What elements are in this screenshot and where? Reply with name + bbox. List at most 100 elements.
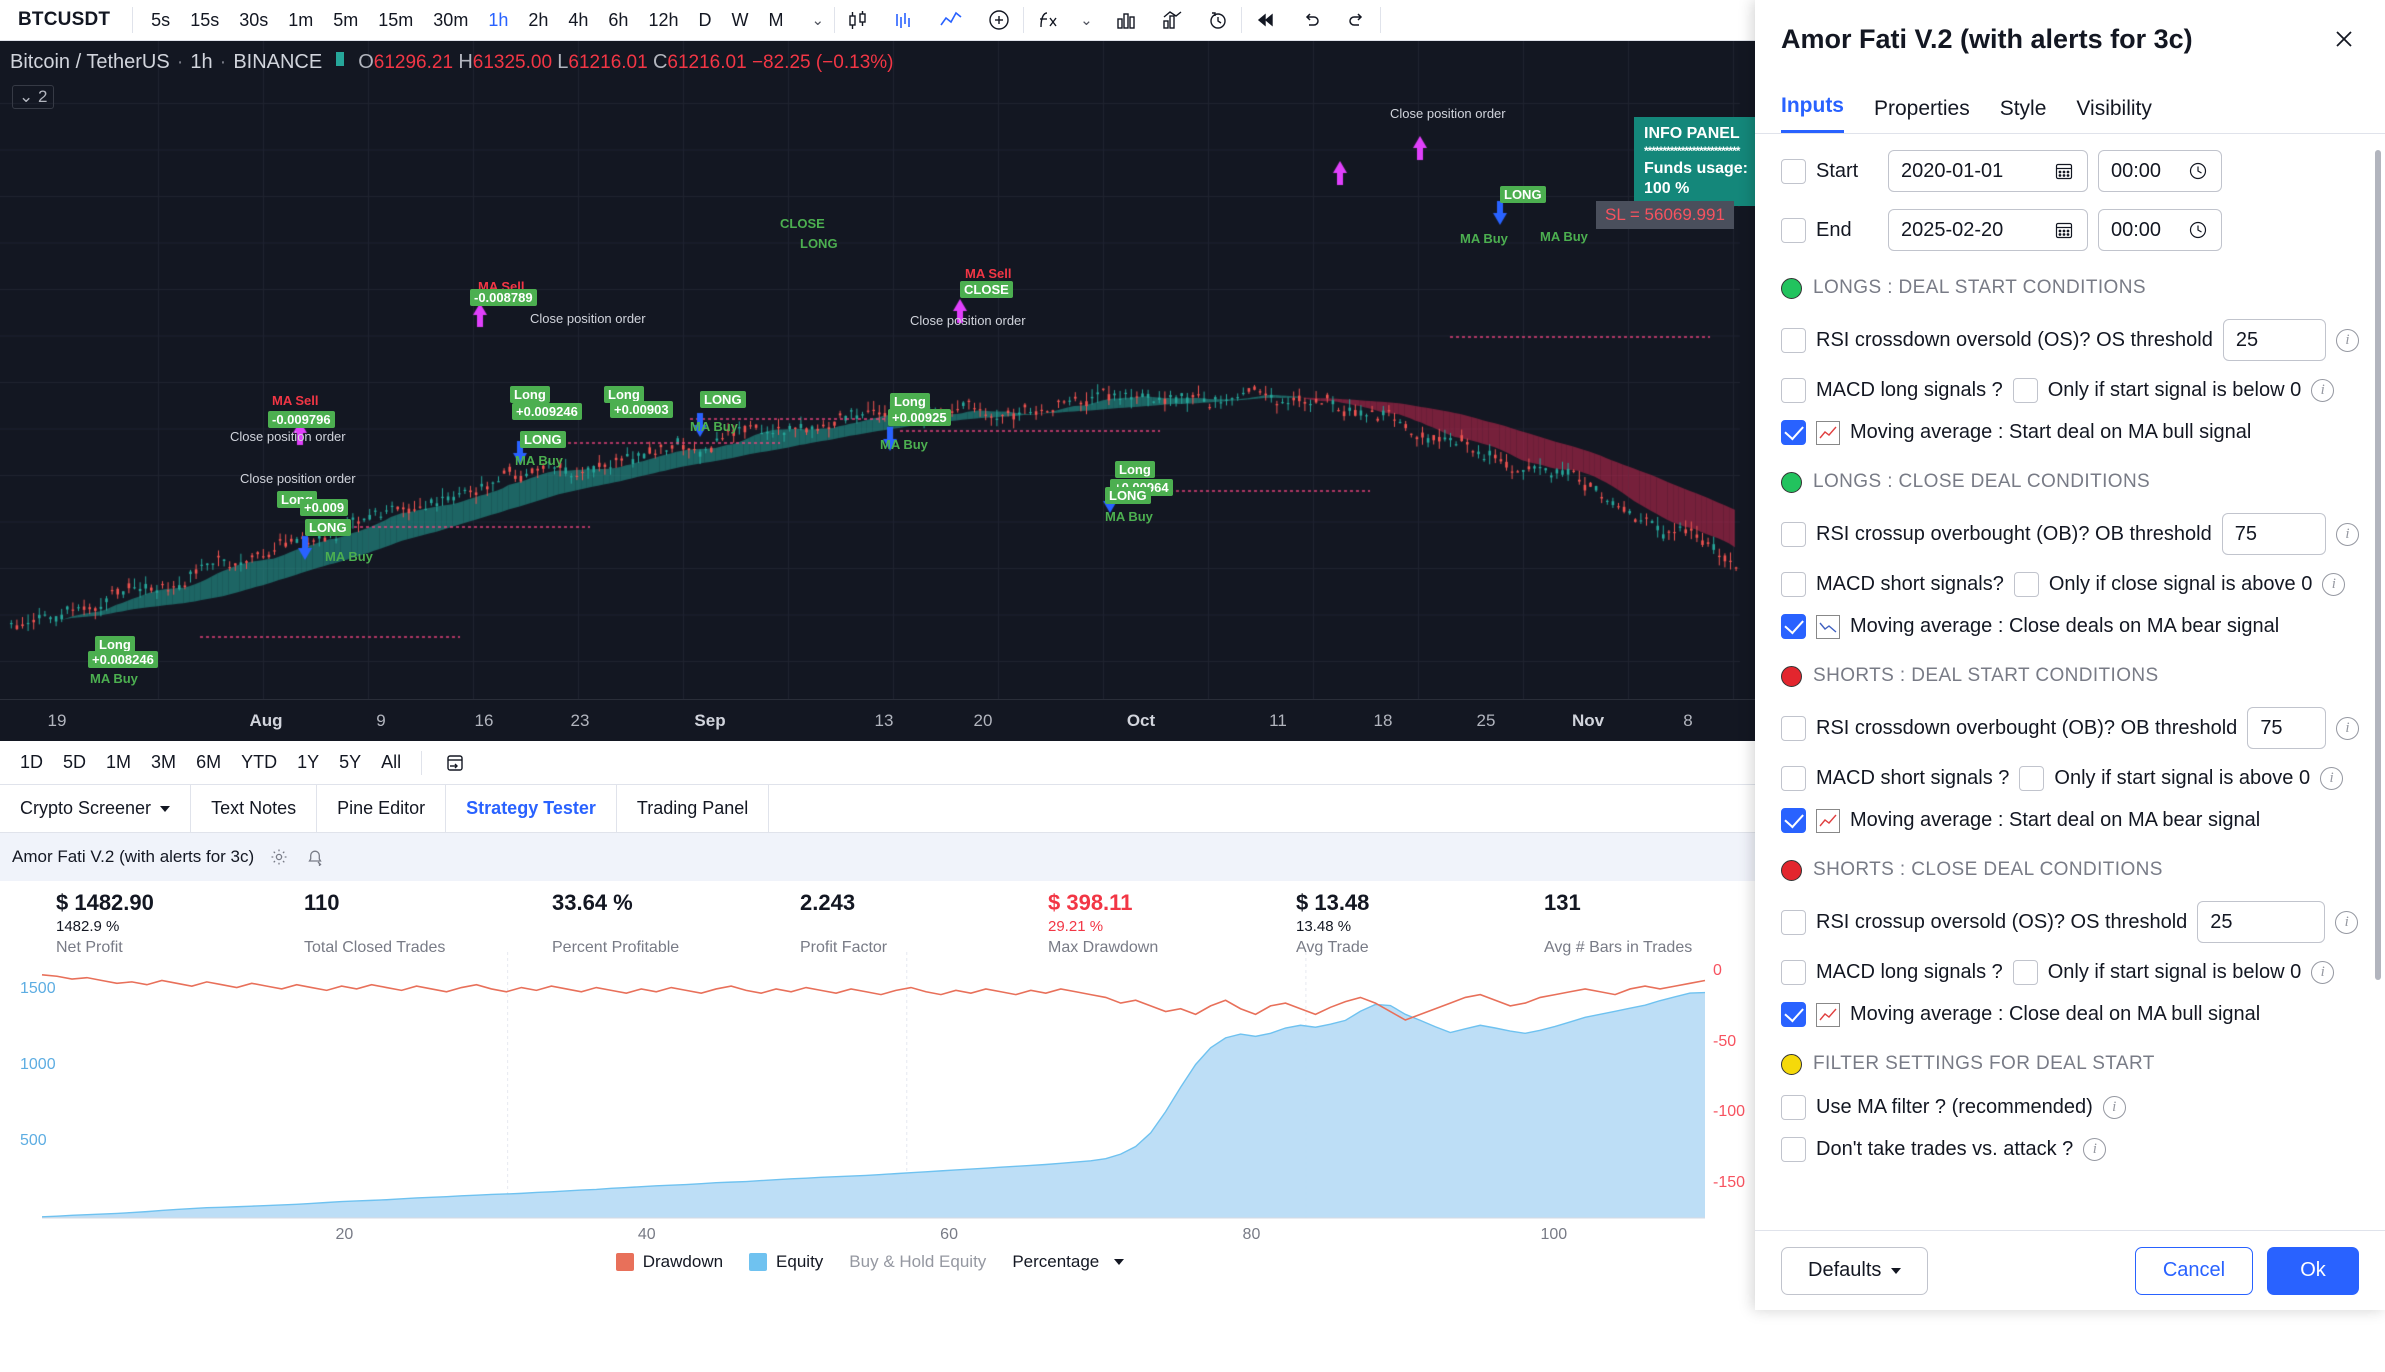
range-1M[interactable]: 1M [106,752,132,772]
add-chart-type-plus-icon[interactable] [975,7,1023,33]
range-5Y[interactable]: 5Y [339,752,362,772]
range-1D[interactable]: 1D [20,752,44,772]
legend-second-row[interactable]: ⌄ 2 [12,85,55,109]
info-icon[interactable]: i [2336,328,2359,352]
range-5D[interactable]: 5D [63,752,87,772]
bottom-tab-strategy-tester[interactable]: Strategy Tester [446,785,617,832]
dialog-tab-properties[interactable]: Properties [1874,97,1970,120]
calendar-icon[interactable] [2053,160,2075,182]
setting-checkbox-secondary[interactable] [2012,960,2038,985]
threshold-input[interactable]: 25 [2222,319,2326,361]
equity-chart[interactable]: 1500 1000 500 0 -50 -100 -150 20 40 60 80 100 Drawd… [0,946,2385,1276]
clock-icon[interactable] [2187,219,2209,241]
range-3M[interactable]: 3M [151,752,177,772]
interval-12h[interactable]: 12h [648,9,679,30]
interval-15m[interactable]: 15m [378,9,414,30]
threshold-input[interactable]: 75 [2247,707,2326,749]
interval-1m[interactable]: 1m [288,9,314,30]
bottom-tab-trading-panel[interactable]: Trading Panel [617,785,770,832]
setting-checkbox[interactable] [1781,808,1806,833]
undo-icon[interactable] [1288,8,1334,32]
indicators-fx-icon[interactable] [1024,8,1070,32]
end-date-input[interactable]: 2025-02-20 [1888,209,2088,251]
dialog-body[interactable]: Start 2020-01-01 00:00 [1755,134,2385,1230]
dialog-tab-inputs[interactable]: Inputs [1781,94,1844,133]
legend-item-buy-hold-equity[interactable]: Buy & Hold Equity [849,1252,986,1272]
setting-checkbox-secondary[interactable] [2012,378,2038,403]
start-date-input[interactable]: 2020-01-01 [1888,150,2088,192]
interval-30m[interactable]: 30m [433,9,469,30]
ok-button[interactable]: Ok [2267,1246,2359,1295]
setting-checkbox[interactable] [1781,378,1806,403]
info-icon[interactable]: i [2102,1096,2126,1119]
interval-1h[interactable]: 1h [488,9,509,30]
replay-icon[interactable] [1195,8,1241,32]
legend-item-drawdown[interactable]: Drawdown [615,1252,723,1272]
bottom-tab-pine-editor[interactable]: Pine Editor [317,785,447,832]
legend-item-equity[interactable]: Equity [749,1252,823,1272]
setting-checkbox[interactable] [1781,572,1806,597]
candlestick-icon[interactable] [835,8,881,32]
info-icon[interactable]: i [2311,961,2335,984]
indicators-chevron-down-icon[interactable]: ⌄ [1080,12,1093,29]
setting-checkbox[interactable] [1781,521,1806,547]
close-icon[interactable] [2329,24,2359,54]
line-chart-icon[interactable] [927,8,975,32]
threshold-input[interactable]: 25 [2197,901,2326,943]
bar-chart-icon[interactable] [881,8,927,32]
interval-D[interactable]: D [698,9,712,30]
end-checkbox[interactable] [1781,217,1806,243]
interval-5s[interactable]: 5s [151,9,171,30]
setting-checkbox[interactable] [1781,614,1806,639]
calendar-icon[interactable] [2053,219,2075,241]
symbol-search-button[interactable]: BTCUSDT [18,9,111,30]
info-icon[interactable]: i [2336,522,2359,546]
info-icon[interactable]: i [2322,573,2346,596]
setting-checkbox-secondary[interactable] [2019,766,2045,791]
rewind-icon[interactable] [1242,8,1288,32]
setting-checkbox[interactable] [1781,420,1806,445]
range-YTD[interactable]: YTD [241,752,278,772]
setting-checkbox[interactable] [1781,960,1806,985]
start-time-input[interactable]: 00:00 [2098,150,2222,192]
setting-checkbox[interactable] [1781,1095,1806,1120]
start-checkbox[interactable] [1781,158,1806,184]
legend-collapse-chevron-down-icon[interactable]: ⌄ 2 [12,85,55,109]
templates-icon[interactable] [1103,8,1149,32]
info-icon[interactable]: i [2320,767,2344,790]
interval-2h[interactable]: 2h [528,9,549,30]
settings-gear-icon[interactable] [268,846,290,868]
clock-icon[interactable] [2187,160,2209,182]
info-icon[interactable]: i [2336,716,2359,740]
alarm-add-icon[interactable] [304,846,326,868]
setting-checkbox[interactable] [1781,766,1806,791]
interval-5m[interactable]: 5m [333,9,359,30]
setting-checkbox[interactable] [1781,1137,1806,1162]
threshold-input[interactable]: 75 [2221,513,2326,555]
scrollbar-thumb[interactable] [2375,150,2381,980]
calendar-goto-icon[interactable] [432,751,478,775]
range-6M[interactable]: 6M [196,752,222,772]
setting-checkbox[interactable] [1781,327,1806,353]
dialog-tab-visibility[interactable]: Visibility [2076,97,2152,120]
interval-15s[interactable]: 15s [190,9,220,30]
setting-checkbox[interactable] [1781,1002,1806,1027]
chevron-down-icon[interactable] [160,805,171,812]
info-icon[interactable]: i [2083,1138,2107,1161]
end-time-input[interactable]: 00:00 [2098,209,2222,251]
range-All[interactable]: All [381,752,402,772]
dialog-scrollbar[interactable] [2375,150,2381,1110]
interval-4h[interactable]: 4h [568,9,589,30]
setting-checkbox[interactable] [1781,909,1806,935]
defaults-button[interactable]: Defaults [1781,1246,1929,1295]
equity-scale-selector[interactable]: Percentage [1012,1252,1125,1272]
interval-W[interactable]: W [731,9,749,30]
interval-more-chevron-down-icon[interactable]: ⌄ [811,12,825,29]
bottom-tab-crypto-screener[interactable]: Crypto Screener [0,785,192,832]
dialog-tab-style[interactable]: Style [1999,97,2047,120]
bottom-tab-text-notes[interactable]: Text Notes [191,785,318,832]
info-icon[interactable]: i [2335,910,2359,934]
info-icon[interactable]: i [2311,379,2335,402]
interval-M[interactable]: M [768,9,784,30]
range-1Y[interactable]: 1Y [297,752,320,772]
